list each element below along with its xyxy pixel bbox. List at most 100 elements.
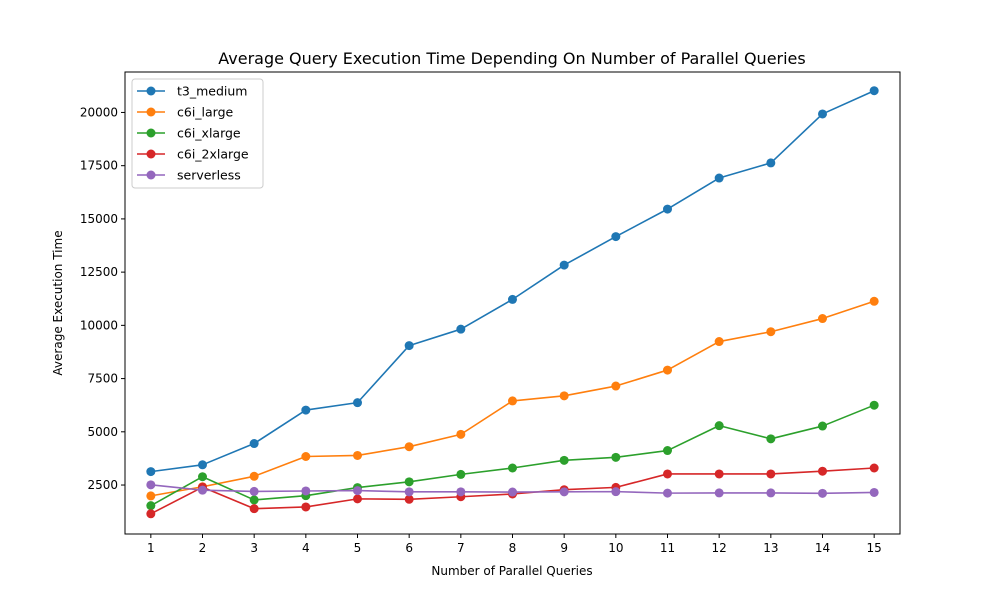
y-axis-label: Average Execution Time — [51, 230, 65, 375]
data-point — [611, 232, 621, 242]
legend-marker — [146, 128, 156, 138]
data-point — [508, 396, 517, 406]
x-tick-label: 15 — [867, 541, 882, 555]
x-tick-label: 11 — [660, 541, 675, 555]
data-point — [353, 494, 362, 504]
legend-marker — [146, 149, 156, 159]
y-tick-label: 5000 — [87, 425, 118, 439]
data-point — [146, 467, 156, 477]
chart-title: Average Query Execution Time Depending O… — [218, 49, 805, 68]
x-tick-label: 1 — [147, 541, 155, 555]
data-point — [198, 460, 207, 470]
legend: t3_medium c6i_large c6i_xlarge c6i_2xlarges… — [131, 78, 264, 189]
data-point — [301, 405, 311, 415]
data-point — [404, 442, 414, 452]
legend-marker — [146, 86, 156, 96]
data-point — [869, 463, 879, 473]
data-point — [714, 488, 724, 498]
x-axis: 1 2 3 4 5 6 7 8 9 10 11 12 13 14 15 — [147, 534, 882, 555]
data-point — [456, 487, 466, 497]
data-point — [663, 204, 672, 214]
data-point — [611, 381, 621, 391]
x-tick-label: 12 — [712, 541, 727, 555]
data-point — [404, 494, 414, 504]
legend-label: c6i_xlarge — [177, 126, 241, 141]
data-point — [249, 471, 259, 481]
data-point — [353, 398, 362, 408]
data-point — [198, 472, 207, 482]
data-point — [818, 421, 827, 431]
x-tick-label: 5 — [354, 541, 362, 555]
x-tick-label: 7 — [457, 541, 465, 555]
x-tick-label: 14 — [815, 541, 830, 555]
data-point — [714, 469, 724, 479]
data-point — [818, 488, 827, 498]
data-point — [559, 487, 569, 497]
data-point — [249, 439, 259, 449]
x-tick-label: 3 — [250, 541, 258, 555]
data-point — [249, 504, 259, 514]
data-point — [249, 495, 259, 505]
x-tick-label: 9 — [560, 541, 568, 555]
data-point — [559, 260, 569, 270]
data-point — [146, 509, 156, 519]
legend-label: c6i_2xlarge — [177, 147, 249, 162]
data-point — [818, 109, 827, 119]
x-tick-label: 8 — [509, 541, 517, 555]
data-point — [766, 158, 776, 168]
legend-entry-c6i_2xlarge: c6i_2xlarge — [137, 147, 249, 162]
y-tick-label: 15000 — [80, 212, 118, 226]
data-point — [456, 429, 466, 439]
data-point — [663, 488, 672, 498]
legend-marker — [146, 170, 156, 180]
data-point — [663, 469, 672, 479]
data-point — [663, 446, 672, 456]
data-point — [301, 452, 311, 462]
data-point — [663, 365, 672, 375]
data-point — [249, 486, 259, 496]
data-point — [301, 486, 311, 496]
series-c6i_xlarge — [146, 400, 879, 511]
x-tick-label: 2 — [199, 541, 207, 555]
data-point — [404, 341, 414, 351]
data-point — [198, 485, 207, 495]
series-t3_medium — [146, 86, 879, 477]
data-point — [508, 463, 517, 473]
data-point — [714, 337, 724, 347]
data-point — [869, 487, 879, 497]
y-axis: 2500 5000 7500 10000 12500 15000 17500 20000 — [80, 105, 125, 492]
legend-box — [131, 78, 264, 189]
data-point — [508, 294, 517, 304]
data-point — [766, 488, 776, 498]
y-tick-label: 10000 — [80, 318, 118, 332]
data-point — [766, 327, 776, 337]
y-tick-label: 12500 — [80, 265, 118, 279]
x-tick-label: 10 — [608, 541, 623, 555]
data-point — [869, 400, 879, 410]
data-point — [146, 491, 156, 501]
data-point — [508, 487, 517, 497]
series-layer — [146, 86, 879, 519]
legend-label: c6i_large — [177, 105, 234, 120]
data-point — [456, 324, 466, 334]
data-point — [869, 296, 879, 306]
x-tick-label: 13 — [763, 541, 778, 555]
data-point — [146, 480, 156, 490]
y-tick-label: 2500 — [87, 478, 118, 492]
data-point — [559, 391, 569, 401]
x-tick-label: 4 — [302, 541, 310, 555]
legend-entry-t3_medium: t3_medium — [137, 84, 247, 99]
data-point — [404, 487, 414, 497]
data-point — [146, 501, 156, 511]
data-point — [766, 469, 776, 479]
legend-label: t3_medium — [177, 84, 247, 99]
data-point — [818, 466, 827, 476]
x-tick-label: 6 — [405, 541, 413, 555]
series-serverless — [146, 480, 879, 498]
data-point — [611, 487, 621, 497]
x-axis-label: Number of Parallel Queries — [431, 564, 592, 578]
y-tick-label: 20000 — [80, 105, 118, 119]
y-tick-label: 17500 — [80, 159, 118, 173]
legend-entry-c6i_xlarge: c6i_xlarge — [137, 126, 241, 141]
